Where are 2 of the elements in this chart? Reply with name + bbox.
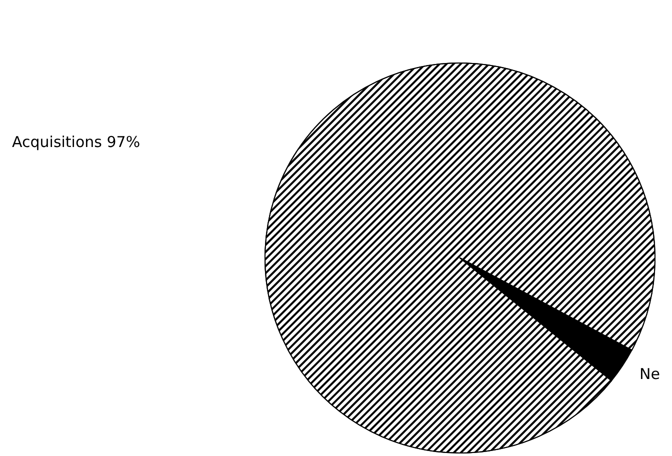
slice-label: Ne: [640, 365, 660, 384]
slice-label: Acquisitions 97%: [12, 132, 140, 151]
